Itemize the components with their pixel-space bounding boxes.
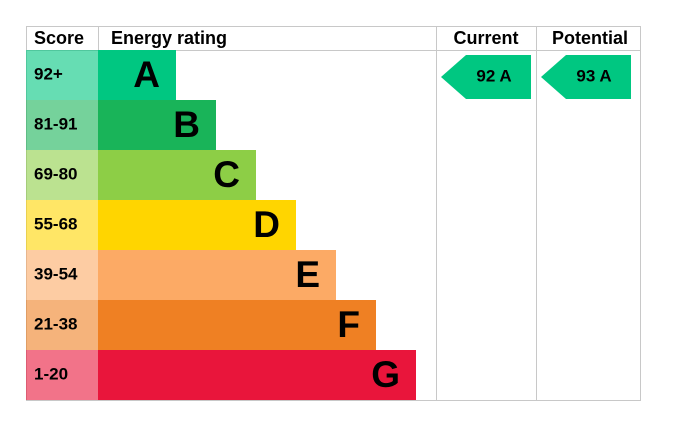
score-cell [26,250,98,300]
score-range: 81-91 [34,114,77,133]
header-score: Score [34,28,84,48]
score-range: 1-20 [34,364,68,383]
score-cell [26,150,98,200]
score-cell [26,100,98,150]
score-cell [26,200,98,250]
rating-letter: F [337,304,360,345]
rating-bar [98,250,336,300]
rating-bar [98,200,296,250]
rating-bar [98,150,256,200]
score-cell [26,50,98,100]
rating-letter: D [253,204,280,245]
header-current: Current [453,28,518,48]
potential-arrow [541,55,631,99]
rating-bar [98,100,216,150]
rating-bar [98,350,416,400]
rating-letter: B [173,104,200,145]
score-range: 55-68 [34,214,77,233]
rating-letter: G [371,354,400,395]
rating-letter: C [213,154,240,195]
rating-bar [98,300,376,350]
rating-bar [98,50,176,100]
rating-letter: A [133,54,160,95]
potential-label: 93 A [576,66,611,85]
score-range: 21-38 [34,314,77,333]
current-arrow [441,55,531,99]
score-range: 69-80 [34,164,77,183]
rating-letter: E [295,254,320,295]
score-cell [26,350,98,400]
score-range: 92+ [34,64,63,83]
header-potential: Potential [552,28,628,48]
header-rating: Energy rating [111,28,227,48]
score-range: 39-54 [34,264,78,283]
current-label: 92 A [476,66,511,85]
score-cell [26,300,98,350]
